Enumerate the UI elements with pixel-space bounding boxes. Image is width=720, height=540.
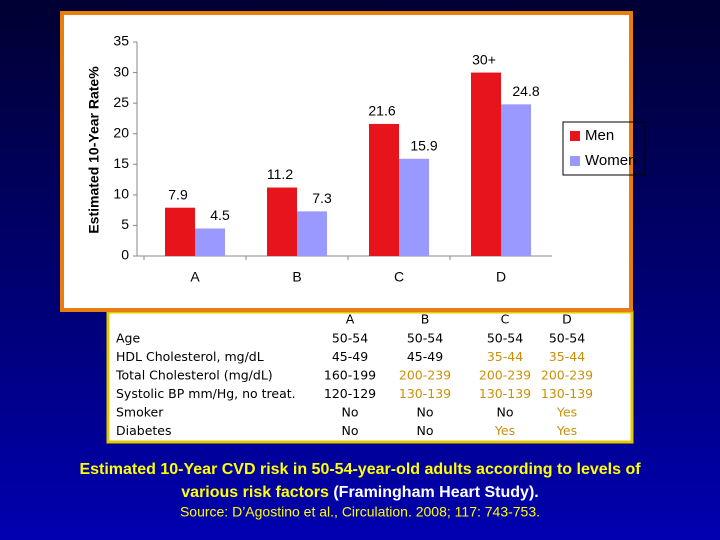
column-header: B [421, 312, 430, 327]
cell: Yes [556, 405, 577, 420]
y-tick-label: 20 [113, 124, 129, 140]
data-label: 15.9 [410, 137, 437, 153]
legend-box [562, 121, 646, 176]
y-axis-label: Estimated 10-Year Rate% [86, 66, 102, 234]
x-tick-label: B [292, 269, 301, 285]
row-label: Age [116, 331, 140, 346]
data-label: 24.8 [512, 83, 539, 99]
cell: 200-239 [479, 368, 531, 383]
caption-highlight: various risk factors [181, 484, 329, 501]
row-label: HDL Cholesterol, mg/dL [116, 349, 264, 364]
bar [267, 187, 297, 256]
bar [399, 158, 429, 256]
column-header: C [501, 312, 510, 327]
row-label: Diabetes [116, 423, 172, 438]
source: Source: D’Agostino et al., Circulation. … [180, 504, 540, 520]
table-box [106, 310, 634, 444]
y-tick-label: 5 [121, 216, 129, 232]
row-label: Total Cholesterol (mg/dL) [115, 368, 273, 383]
row-label: Systolic BP mm/Hg, no treat. [116, 386, 296, 401]
cell: 50-54 [487, 331, 523, 346]
caption-line: various risk factors (Framingham Heart S… [181, 484, 538, 501]
cell: 200-239 [399, 368, 451, 383]
cell: 200-239 [541, 368, 593, 383]
data-label: 11.2 [267, 166, 293, 182]
bar [195, 228, 225, 256]
legend-label: Women [585, 152, 636, 169]
column-header: D [562, 312, 572, 327]
y-tick-label: 35 [113, 33, 129, 49]
cell: No [342, 423, 359, 438]
data-label: 21.6 [368, 103, 395, 119]
cell: Yes [494, 423, 515, 438]
legend-label: Men [585, 127, 614, 144]
legend-swatch [570, 131, 580, 141]
cell: 35-44 [487, 349, 523, 364]
data-label: 30+ [472, 51, 496, 67]
x-tick-label: A [190, 269, 200, 285]
caption-rest: (Framingham Heart Study). [329, 484, 539, 501]
data-label: 4.5 [210, 207, 230, 223]
cell: 45-49 [332, 349, 368, 364]
bar [501, 104, 531, 256]
cell: No [497, 405, 514, 420]
cell: 45-49 [407, 349, 443, 364]
x-tick-label: D [496, 269, 506, 285]
legend-swatch [570, 156, 580, 166]
column-header: A [346, 312, 355, 327]
cell: No [417, 405, 434, 420]
caption-line: Estimated 10-Year CVD risk in 50-54-year… [79, 461, 641, 478]
y-tick-label: 0 [121, 247, 129, 263]
cell: 130-139 [399, 386, 451, 401]
cell: Yes [556, 423, 577, 438]
cell: 50-54 [332, 331, 368, 346]
row-label: Smoker [116, 405, 164, 420]
y-tick-label: 25 [113, 94, 129, 110]
y-tick-label: 15 [113, 155, 129, 171]
bar [369, 123, 399, 256]
cell: 160-199 [324, 368, 376, 383]
cell: 130-139 [479, 386, 531, 401]
bar [471, 72, 501, 256]
chart-box [60, 11, 633, 312]
cell: 50-54 [549, 331, 585, 346]
y-tick-label: 10 [113, 186, 129, 202]
y-tick-label: 30 [113, 63, 129, 79]
cell: No [342, 405, 359, 420]
cell: 130-139 [541, 386, 593, 401]
data-label: 7.3 [312, 190, 332, 206]
cell: 50-54 [407, 331, 443, 346]
cell: 120-129 [324, 386, 376, 401]
x-tick-label: C [394, 269, 404, 285]
data-label: 7.9 [168, 186, 188, 202]
bar [165, 207, 195, 256]
cell: 35-44 [549, 349, 585, 364]
cell: No [417, 423, 434, 438]
bar [297, 211, 327, 256]
